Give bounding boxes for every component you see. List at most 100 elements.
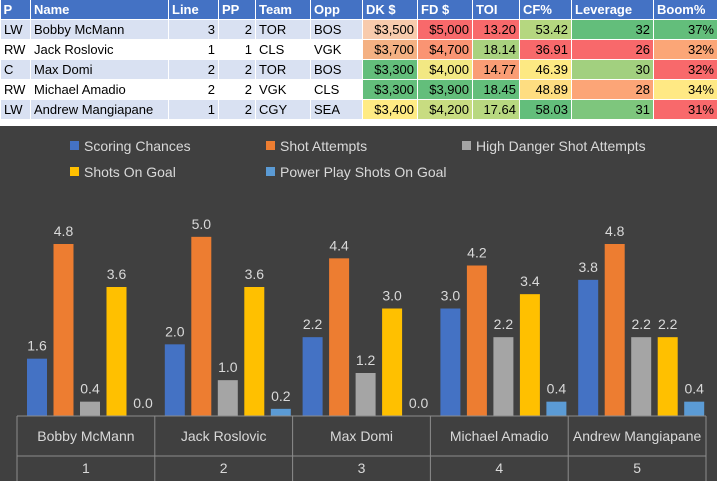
data-label: 1.0: [218, 359, 238, 375]
table-row: RW Jack Roslovic 1 1 CLS VGK $3,700 $4,700 18.14…: [0, 39, 717, 60]
cell-name: Michael Amadio: [30, 79, 169, 100]
cell-cf: 36.91: [519, 39, 572, 60]
cell-pp: 2: [218, 79, 256, 100]
cell-boom: 34%: [653, 79, 717, 100]
x-tick-index: 5: [633, 460, 641, 476]
legend-label: High Danger Shot Attempts: [476, 138, 646, 154]
cell-fd: $4,200: [417, 99, 473, 120]
col-header-opp: Opp: [310, 0, 363, 20]
col-header-cf: CF%: [519, 0, 572, 20]
player-table: P Name Line PP Team Opp DK $ FD $ TOI CF…: [0, 0, 717, 120]
table-row: LW Bobby McMann 3 2 TOR BOS $3,500 $5,000 13.20 5…: [0, 19, 717, 40]
bar: [106, 287, 127, 416]
data-label: 4.8: [605, 223, 625, 239]
cell-leverage: 32: [571, 19, 654, 40]
x-tick-index: 1: [82, 460, 90, 476]
cell-p: LW: [0, 99, 31, 120]
data-label: 0.0: [133, 395, 153, 411]
data-label: 2.2: [631, 316, 651, 332]
data-label: 3.6: [245, 266, 265, 282]
cell-leverage: 26: [571, 39, 654, 60]
bar: [440, 308, 461, 416]
cell-leverage: 30: [571, 59, 654, 80]
col-header-name: Name: [30, 0, 169, 20]
data-label: 2.2: [658, 316, 678, 332]
col-header-leverage: Leverage: [571, 0, 654, 20]
table-row: C Max Domi 2 2 TOR BOS $3,300 $4,000 14.77 46.39 3…: [0, 59, 717, 80]
bar: [191, 236, 212, 416]
bar: [244, 287, 265, 416]
bar: [382, 308, 403, 416]
cell-boom: 31%: [653, 99, 717, 120]
cell-toi: 18.14: [472, 39, 520, 60]
cell-line: 2: [168, 79, 219, 100]
data-label: 2.2: [303, 316, 323, 332]
data-label: 4.2: [467, 245, 487, 261]
col-header-boom: Boom%: [653, 0, 717, 20]
cell-fd: $5,000: [417, 19, 473, 40]
data-label: 2.0: [165, 323, 185, 339]
cell-p: RW: [0, 39, 31, 60]
x-axis: Bobby McMann 1 Jack Roslovic 2 Max Domi 3 Mich…: [16, 415, 707, 481]
cell-dk: $3,700: [362, 39, 418, 60]
bar: [80, 401, 100, 416]
data-label: 1.2: [356, 352, 376, 368]
data-label: 3.0: [382, 288, 402, 304]
cell-leverage: 31: [571, 99, 654, 120]
cell-team: TOR: [255, 59, 311, 80]
chart-legend: Scoring Chances Shot Attempts High Danger …: [70, 138, 646, 180]
x-tick-label: Jack Roslovic: [181, 428, 267, 444]
cell-team: CLS: [255, 39, 311, 60]
cell-toi: 17.64: [472, 99, 520, 120]
bar: [684, 401, 705, 416]
bar: [631, 337, 652, 416]
cell-fd: $3,900: [417, 79, 473, 100]
data-label: 0.0: [409, 395, 429, 411]
cell-p: RW: [0, 79, 31, 100]
data-label: 3.6: [107, 266, 127, 282]
cell-line: 2: [168, 59, 219, 80]
col-header-line: Line: [168, 0, 219, 20]
data-label: 4.8: [54, 223, 74, 239]
cell-p: LW: [0, 19, 31, 40]
col-header-team: Team: [255, 0, 311, 20]
bar: [519, 294, 540, 416]
legend-label: Shots On Goal: [84, 164, 176, 180]
bar: [493, 337, 514, 416]
cell-dk: $3,300: [362, 59, 418, 80]
x-tick-label: Bobby McMann: [37, 428, 134, 444]
legend-swatch: [70, 141, 79, 150]
cell-opp: BOS: [310, 19, 363, 40]
cell-name: Max Domi: [30, 59, 169, 80]
x-tick-label: Max Domi: [330, 428, 393, 444]
bar: [27, 358, 47, 416]
cell-fd: $4,000: [417, 59, 473, 80]
data-label: 0.2: [271, 388, 291, 404]
bar: [164, 344, 185, 416]
x-tick-index: 3: [358, 460, 366, 476]
cell-line: 1: [168, 39, 219, 60]
x-tick-index: 2: [220, 460, 228, 476]
legend-swatch: [462, 141, 471, 150]
cell-opp: SEA: [310, 99, 363, 120]
legend-swatch: [70, 167, 79, 176]
cell-boom: 32%: [653, 59, 717, 80]
legend-swatch: [266, 167, 275, 176]
bar: [270, 408, 291, 416]
cell-line: 3: [168, 19, 219, 40]
bar: [302, 337, 323, 416]
bar: [217, 380, 238, 416]
cell-fd: $4,700: [417, 39, 473, 60]
bar: [329, 258, 350, 416]
bar: [578, 279, 599, 416]
cell-toi: 13.20: [472, 19, 520, 40]
col-header-pp: PP: [218, 0, 256, 20]
data-label: 3.8: [578, 259, 598, 275]
table-header-row: P Name Line PP Team Opp DK $ FD $ TOI CF…: [0, 0, 717, 20]
col-header-dk: DK $: [362, 0, 418, 20]
cell-team: TOR: [255, 19, 311, 40]
col-header-toi: TOI: [472, 0, 520, 20]
x-tick-label: Michael Amadio: [450, 428, 549, 444]
table-row: LW Andrew Mangiapane 1 2 CGY SEA $3,400 $4,200 1…: [0, 99, 717, 120]
cell-cf: 46.39: [519, 59, 572, 80]
